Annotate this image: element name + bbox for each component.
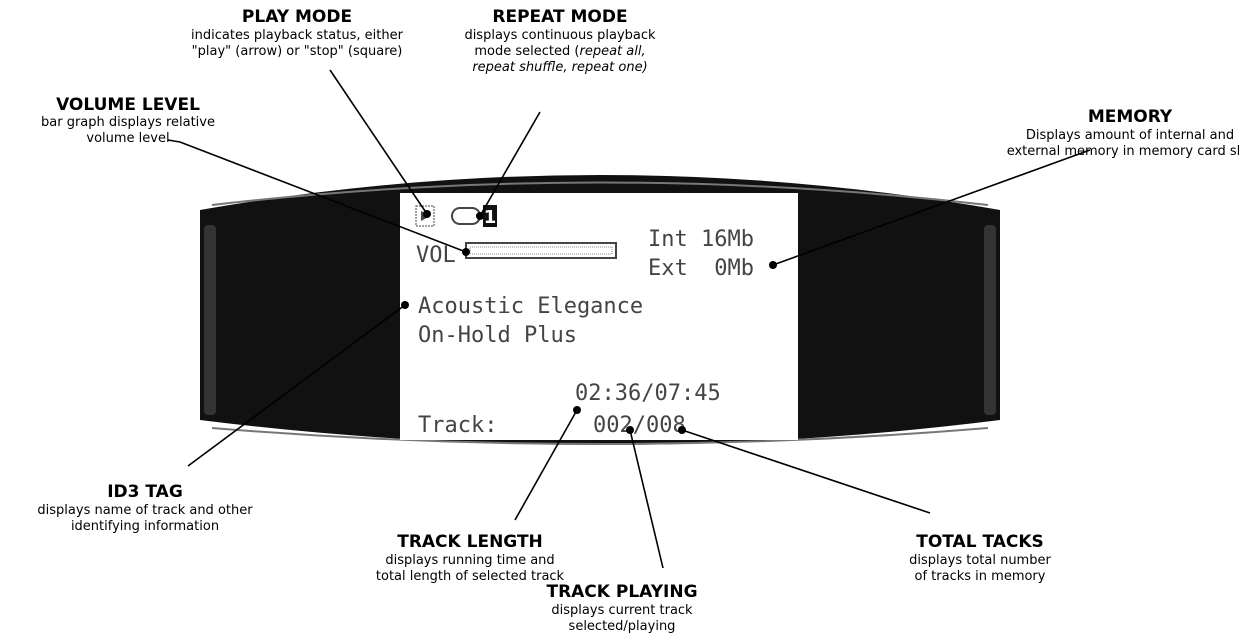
callout-title: MEMORY — [1088, 107, 1173, 127]
callout-title: ID3 TAG — [107, 482, 183, 502]
callout-text: Displays amount of internal and — [1026, 128, 1234, 143]
callout-text: displays running time and — [385, 553, 554, 568]
callout-text: "play" (arrow) or "stop" (square) — [192, 44, 403, 59]
track-count: 002/008 — [593, 413, 686, 438]
callout-text: displays current track — [551, 603, 693, 618]
callout-text: indicates playback status, either — [191, 28, 404, 43]
artist: On-Hold Plus — [418, 323, 577, 348]
callout-title: TRACK PLAYING — [546, 582, 697, 602]
callout-title: TOTAL TACKS — [916, 532, 1044, 552]
callout-text: bar graph displays relative — [41, 115, 215, 130]
track-name: Acoustic Elegance — [418, 294, 643, 319]
callout-title: PLAY MODE — [242, 7, 352, 27]
callout-text: mode selected ( — [474, 44, 579, 59]
callout-title: REPEAT MODE — [492, 7, 627, 27]
device: 1 VOL Int 16Mb Ext 0Mb Acoustic Elegance… — [200, 175, 1000, 445]
repeat-number: 1 — [484, 207, 497, 228]
leader-dot — [573, 406, 581, 414]
callout-text: displays continuous playback — [464, 28, 656, 43]
callout-text: of tracks in memory — [915, 569, 1046, 584]
callout-text: displays name of track and other — [37, 503, 253, 518]
memory-external: Ext 0Mb — [648, 256, 754, 281]
callout-text: mode selected (repeat all, — [474, 44, 645, 59]
leader-dot — [423, 210, 431, 218]
leader-dot — [476, 212, 484, 220]
callout-text: volume level — [86, 131, 169, 146]
memory-internal: Int 16Mb — [648, 227, 754, 252]
callout-text: displays total number — [909, 553, 1051, 568]
leader-line — [682, 430, 930, 513]
leader-dot — [769, 261, 777, 269]
leader-dot — [401, 301, 409, 309]
callout-text: external memory in memory card slot — [1007, 144, 1239, 159]
side-button — [204, 225, 216, 415]
callout-title: VOLUME LEVEL — [56, 95, 200, 115]
track-label: Track: — [418, 413, 497, 438]
leader-dot — [678, 426, 686, 434]
diagram: 1 VOL Int 16Mb Ext 0Mb Acoustic Elegance… — [0, 0, 1239, 637]
callout-title: TRACK LENGTH — [397, 532, 543, 552]
callout-text: identifying information — [71, 519, 219, 534]
callout-text: repeat all, — [579, 44, 645, 59]
volume-label: VOL — [416, 243, 456, 268]
side-button — [984, 225, 996, 415]
leader-dot — [462, 248, 470, 256]
leader-dot — [626, 426, 634, 434]
callout-text: repeat shuffle, repeat one) — [472, 60, 647, 75]
callout-text: total length of selected track — [376, 569, 565, 584]
callout-text: selected/playing — [569, 619, 676, 634]
leader-line — [630, 430, 663, 568]
time: 02:36/07:45 — [575, 381, 721, 406]
